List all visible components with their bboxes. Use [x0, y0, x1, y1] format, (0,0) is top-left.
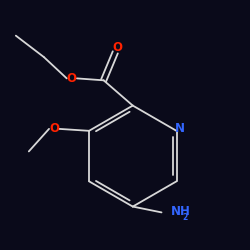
Text: O: O	[67, 72, 77, 85]
Text: O: O	[49, 122, 59, 136]
Text: O: O	[112, 41, 122, 54]
Text: NH: NH	[170, 205, 190, 218]
Text: 2: 2	[182, 213, 187, 222]
Text: N: N	[174, 122, 184, 136]
